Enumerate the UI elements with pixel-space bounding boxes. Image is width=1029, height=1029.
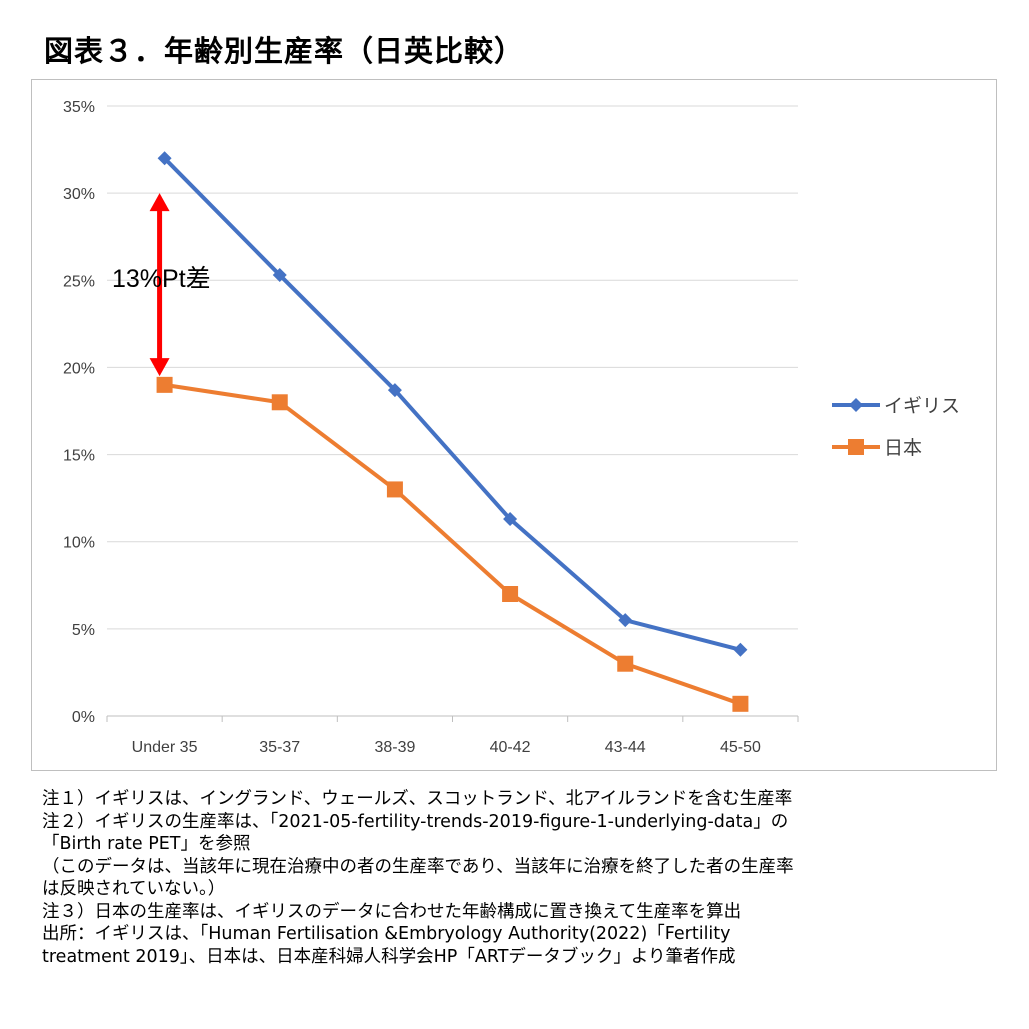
note-line: （このデータは、当該年に現在治療中の者の生産率であり、当該年に治療を終了した者の… bbox=[42, 856, 794, 877]
line-chart: 0% 5% 10% 15% 20% 25% 30% 35% Under 35 35-37 38-3… bbox=[63, 99, 960, 756]
data-point-diamond bbox=[272, 268, 287, 283]
note-line: 出所：イギリスは、「Human Fertilisation &Embryolog… bbox=[42, 924, 731, 944]
series-line bbox=[164, 382, 742, 706]
series-line bbox=[163, 156, 741, 652]
y-tick-label: 5% bbox=[72, 622, 95, 639]
data-point-diamond bbox=[157, 151, 172, 166]
data-point-diamond bbox=[503, 512, 518, 527]
annotation-layer: 13%Pt差 bbox=[112, 193, 211, 377]
arrow-head-down bbox=[149, 358, 170, 377]
legend-label: 日本 bbox=[884, 437, 922, 459]
data-point-diamond bbox=[387, 383, 402, 398]
legend-marker-square bbox=[848, 439, 864, 455]
note-line: 「Birth rate PET」を参照 bbox=[42, 834, 251, 854]
y-tick-label: 35% bbox=[63, 99, 95, 116]
arrow-head-up bbox=[149, 193, 170, 212]
x-tick-label: 40-42 bbox=[490, 739, 531, 756]
data-point-square bbox=[617, 655, 634, 672]
chart-area: 0% 5% 10% 15% 20% 25% 30% 35% Under 35 35-37 38-3… bbox=[31, 79, 997, 771]
note-line: 注１）イギリスは、イングランド、ウェールズ、スコットランド、北アイルランドを含む… bbox=[42, 789, 793, 809]
note-line: treatment 2019」、日本は、日本産科婦人科学会HP「ARTデータブッ… bbox=[42, 946, 736, 967]
x-tick-label: 45-50 bbox=[720, 739, 761, 756]
data-point-square bbox=[502, 586, 519, 602]
difference-label: 13%Pt差 bbox=[112, 265, 211, 293]
data-point-diamond bbox=[618, 613, 633, 628]
note-line: 注３）日本の生産率は、イギリスのデータに合わせた年齢構成に置き換えて生産率を算出 bbox=[42, 901, 742, 922]
data-point-square bbox=[156, 376, 173, 393]
legend-marker-diamond bbox=[849, 398, 863, 412]
series-layer bbox=[156, 151, 749, 712]
note-line: 注２）イギリスの生産率は、「2021-05-fertility-trends-2… bbox=[42, 811, 789, 832]
y-tick-label: 25% bbox=[63, 273, 95, 290]
y-tick-label: 30% bbox=[63, 186, 95, 203]
chart-title: 図表３．年齢別生産率（日英比較） bbox=[44, 34, 525, 68]
footnotes: 注１）イギリスは、イングランド、ウェールズ、スコットランド、北アイルランドを含む… bbox=[42, 788, 1002, 968]
y-tick-label: 15% bbox=[63, 448, 95, 465]
x-tick-label: 38-39 bbox=[374, 739, 415, 756]
x-tick-label: Under 35 bbox=[132, 739, 198, 756]
y-tick-label: 20% bbox=[63, 360, 95, 377]
data-point-square bbox=[732, 695, 749, 712]
y-tick-label: 0% bbox=[72, 709, 95, 726]
x-axis-ticks: Under 35 35-37 38-39 40-42 43-44 45-50 bbox=[106, 716, 799, 756]
legend-label: イギリス bbox=[884, 395, 960, 417]
x-tick-label: 35-37 bbox=[259, 739, 300, 756]
data-point-diamond bbox=[733, 642, 748, 657]
x-tick-label: 43-44 bbox=[605, 739, 646, 756]
note-line: は反映されていない。） bbox=[42, 879, 226, 899]
data-point-square bbox=[386, 481, 403, 498]
data-point-square bbox=[271, 394, 288, 411]
y-axis-ticks: 0% 5% 10% 15% 20% 25% 30% 35% bbox=[63, 99, 95, 726]
y-tick-label: 10% bbox=[63, 535, 95, 552]
grid-lines bbox=[107, 105, 798, 717]
